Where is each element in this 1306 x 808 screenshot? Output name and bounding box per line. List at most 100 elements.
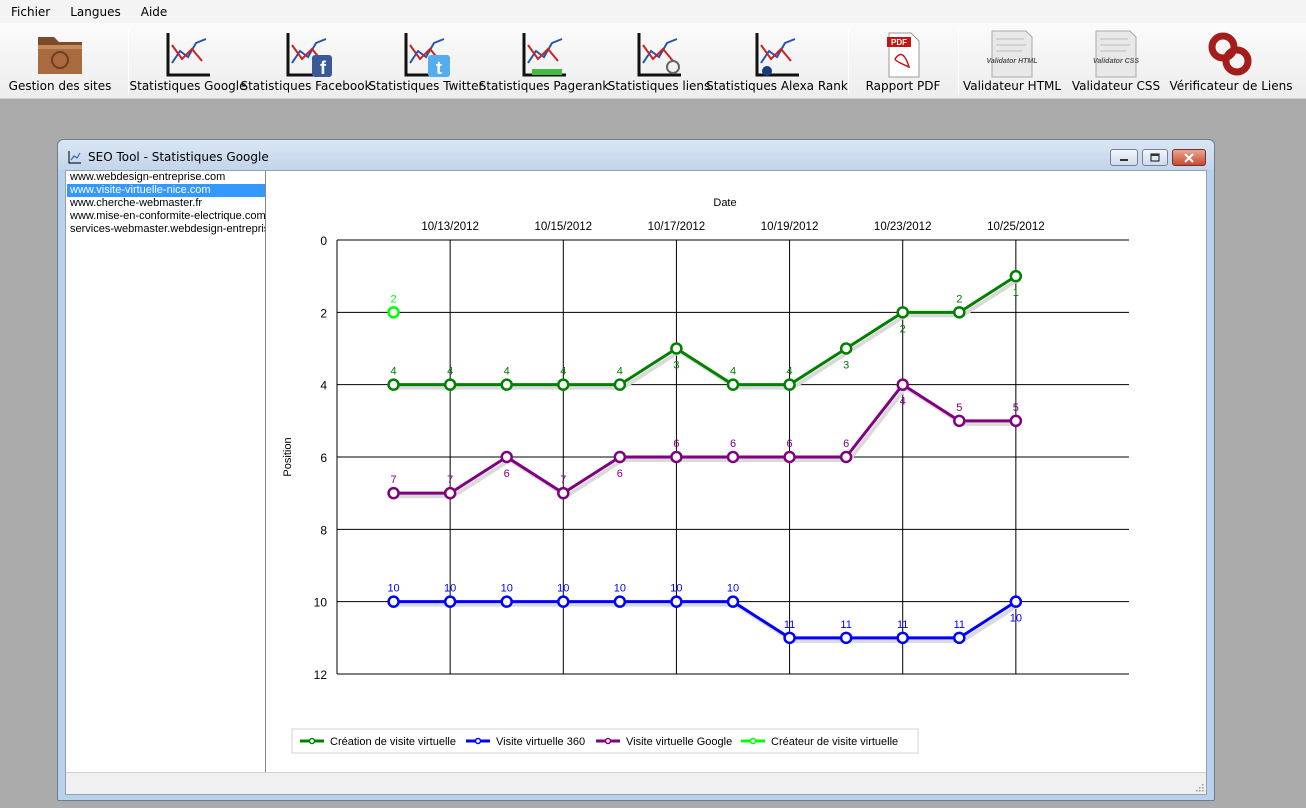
data-label: 6	[730, 438, 736, 450]
statistiques-pagerank-button[interactable]: Statistiques Pagerank	[479, 23, 609, 97]
data-point	[557, 595, 570, 608]
data-point	[500, 378, 513, 391]
legend-swatch-marker	[474, 737, 482, 745]
css-validator-icon: Validator CSS	[1093, 30, 1139, 78]
chart-pagerank-icon	[522, 33, 566, 77]
window-titlebar[interactable]: SEO Tool - Statistiques Google	[58, 140, 1214, 170]
data-label: 10	[727, 583, 739, 595]
data-point	[896, 631, 909, 645]
data-point	[783, 378, 796, 391]
y-tick-label: 8	[320, 523, 327, 537]
resize-grip-icon[interactable]	[1194, 782, 1204, 792]
minimize-button[interactable]	[1110, 149, 1138, 166]
statistiques-facebook-button[interactable]: f Statistiques Facebook	[240, 23, 372, 97]
statistiques-facebook-label: Statistiques Facebook	[240, 79, 372, 93]
series-shadow	[396, 602, 1020, 643]
statistiques-liens-button[interactable]: Statistiques liens	[608, 23, 710, 97]
data-label: 10	[614, 583, 626, 595]
svg-text:Validator HTML: Validator HTML	[986, 58, 1037, 65]
data-label: 5	[956, 402, 962, 414]
validateur-css-button[interactable]: Validator CSS Validateur CSS	[1072, 23, 1160, 97]
statistiques-twitter-button[interactable]: t Statistiques Twitter	[369, 23, 483, 97]
menu-aide[interactable]: Aide	[140, 4, 168, 19]
data-label: 10	[444, 583, 456, 595]
data-label: 6	[617, 468, 623, 480]
data-point	[670, 450, 683, 464]
data-label: 7	[447, 474, 453, 486]
data-label: 4	[504, 366, 510, 378]
maximize-icon	[1150, 153, 1160, 162]
data-label: 3	[843, 360, 849, 372]
site-list-item[interactable]: services-webmaster.webdesign-entreprise	[70, 223, 265, 235]
data-point	[500, 450, 513, 464]
statistiques-alexa-label: Statistiques Alexa Rank	[706, 79, 848, 93]
validateur-html-button[interactable]: Validator HTML Validateur HTML	[963, 23, 1061, 97]
data-point	[387, 378, 400, 391]
site-list-item[interactable]: www.visite-virtuelle-nice.com	[67, 184, 265, 197]
data-label: 4	[447, 366, 453, 378]
rapport-pdf-label: Rapport PDF	[865, 79, 941, 93]
chart-links-icon	[637, 33, 681, 77]
data-label: 6	[843, 438, 849, 450]
data-label: 7	[391, 474, 397, 486]
legend-swatch-marker	[308, 737, 316, 745]
data-label: 3	[673, 360, 679, 372]
statistiques-google-button[interactable]: Statistiques Google	[130, 23, 247, 97]
close-button[interactable]	[1172, 149, 1206, 166]
menu-bar: Fichier Langues Aide	[0, 0, 1306, 23]
data-label: 6	[787, 438, 793, 450]
data-point	[387, 306, 400, 319]
data-point	[613, 378, 627, 391]
data-point	[1009, 414, 1023, 428]
site-list-item[interactable]: www.mise-en-conformite-electrique.com	[70, 210, 265, 222]
statistiques-liens-label: Statistiques liens	[607, 79, 711, 93]
gestion-sites-button[interactable]: Gestion des sites	[9, 23, 111, 97]
window-client: www.webdesign-entreprise.com www.visite-v…	[65, 170, 1207, 795]
site-list[interactable]: www.webdesign-entreprise.com www.visite-v…	[66, 171, 266, 772]
data-label: 11	[954, 619, 965, 631]
data-point	[387, 486, 400, 500]
menu-langues[interactable]: Langues	[70, 4, 121, 19]
svg-text:f: f	[320, 58, 327, 78]
data-point	[953, 414, 966, 428]
statistiques-alexa-button[interactable]: Statistiques Alexa Rank	[706, 23, 848, 97]
maximize-button[interactable]	[1142, 149, 1168, 166]
window-title: SEO Tool - Statistiques Google	[88, 150, 269, 164]
rapport-pdf-button[interactable]: PDF Rapport PDF	[864, 23, 942, 97]
data-point	[670, 342, 683, 355]
position-chart: 0 2 4 6 8 10 12 10/13/2012 10/15/2012 10/17/2012 1…	[267, 171, 1207, 772]
data-point	[613, 595, 627, 608]
x-tick-label: 10/17/2012	[648, 221, 706, 233]
data-point	[1009, 269, 1023, 283]
data-point	[896, 378, 909, 391]
data-point	[783, 450, 796, 464]
y-tick-label: 10	[314, 596, 328, 610]
legend-swatch-marker	[749, 737, 757, 745]
legend-label: Visite virtuelle 360	[496, 736, 585, 748]
data-label: 4	[560, 366, 566, 378]
data-label: 6	[673, 438, 679, 450]
menu-fichier[interactable]: Fichier	[11, 4, 51, 19]
data-point	[613, 450, 627, 464]
svg-text:t: t	[436, 58, 442, 78]
data-label: 6	[504, 468, 510, 480]
site-list-item[interactable]: www.cherche-webmaster.fr	[70, 197, 203, 209]
verificateur-liens-button[interactable]: Vérificateur de Liens	[1170, 23, 1292, 97]
data-label: 2	[900, 323, 906, 335]
chart-alexa-icon	[755, 33, 799, 77]
chart-icon	[166, 33, 210, 77]
data-point	[670, 595, 683, 608]
minimize-icon	[1120, 158, 1128, 161]
y-tick-label: 4	[320, 379, 327, 393]
series-line	[393, 600, 1017, 640]
legend-label: Créateur de visite virtuelle	[771, 736, 898, 748]
data-point	[1009, 595, 1023, 608]
series-line	[393, 383, 1016, 495]
window-chart-icon	[68, 151, 81, 164]
data-point	[500, 595, 513, 608]
y-axis-title: Position	[282, 437, 294, 476]
site-list-item[interactable]: www.webdesign-entreprise.com	[70, 171, 226, 183]
statistics-window: SEO Tool - Statistiques Google www.webde…	[57, 139, 1215, 801]
data-label: 5	[1013, 402, 1019, 414]
